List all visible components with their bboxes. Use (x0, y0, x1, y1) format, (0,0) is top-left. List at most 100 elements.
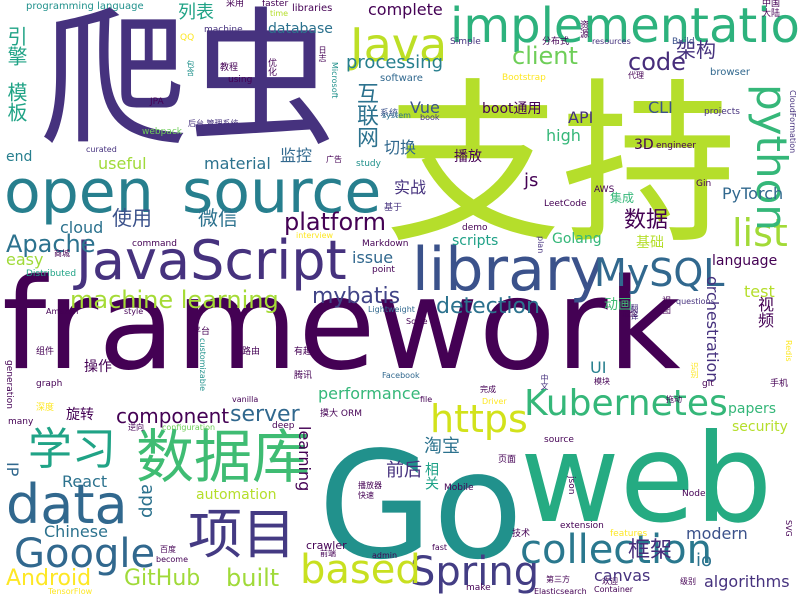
cloud-word: Markdown (362, 239, 409, 249)
cloud-word: Android (6, 566, 92, 591)
cloud-word: Java (350, 18, 448, 72)
cloud-word: 完成 (480, 385, 496, 394)
cloud-word: 后台 管理系统 (188, 119, 239, 128)
cloud-word: study (356, 159, 381, 169)
cloud-word: API (568, 108, 594, 127)
cloud-word: SVG (784, 520, 793, 537)
cloud-word: 3D (634, 137, 654, 153)
cloud-word: faster (262, 0, 289, 9)
cloud-word: component (116, 404, 230, 428)
cloud-word: 视图 (660, 296, 670, 314)
cloud-word: implementation (450, 0, 800, 54)
cloud-word: demo (462, 223, 488, 233)
cloud-word: 广告 (326, 155, 342, 164)
cloud-word: language (712, 253, 778, 269)
cloud-word: security (732, 419, 788, 435)
cloud-word: 微信 (198, 206, 238, 230)
cloud-word: MySQL (594, 251, 725, 295)
cloud-word: 基于 (384, 203, 403, 213)
cloud-word: UI (590, 358, 607, 377)
cloud-word: Distributed (26, 269, 77, 279)
cloud-word: 手机 (770, 379, 789, 389)
cloud-word: client (512, 42, 578, 70)
cloud-word: 模块 (594, 377, 610, 386)
cloud-word: admin (372, 551, 398, 560)
cloud-word: point (372, 265, 395, 275)
cloud-word: 架构 (676, 38, 716, 62)
cloud-word: library (412, 235, 606, 305)
cloud-word: QQ (180, 33, 195, 43)
cloud-word: customizable (198, 338, 207, 392)
cloud-word: many (8, 417, 34, 427)
cloud-word: mybatis (312, 284, 401, 309)
cloud-word: book (420, 113, 440, 122)
cloud-word: file (420, 395, 433, 404)
cloud-word: JPA (150, 97, 164, 107)
cloud-word: 相关 (423, 462, 439, 490)
cloud-word: 翻译 (630, 304, 639, 320)
cloud-word: graph (36, 379, 63, 389)
cloud-word: python (747, 84, 796, 231)
cloud-word: 最全 (622, 309, 638, 318)
cloud-word: easy (6, 250, 44, 269)
cloud-word: resources (592, 37, 631, 46)
cloud-word: Bootstrap (502, 73, 546, 83)
cloud-word: app (137, 484, 158, 518)
cloud-word: test (744, 282, 775, 301)
cloud-word: json (566, 476, 576, 495)
cloud-word: Build (672, 37, 695, 47)
cloud-word: style (124, 307, 144, 316)
cloud-word: GitHub (124, 566, 201, 591)
cloud-word: 引擎 (4, 26, 28, 66)
cloud-word: canvas (594, 566, 651, 585)
cloud-word: 旋转 (66, 407, 94, 423)
cloud-word: list (732, 211, 788, 255)
cloud-word: js (524, 170, 539, 191)
cloud-word: https (430, 397, 528, 441)
cloud-word: git (702, 379, 714, 389)
cloud-word: command (132, 239, 177, 249)
cloud-word: scripts (452, 233, 499, 249)
cloud-word: 页面 (498, 455, 517, 465)
cloud-word: Go (318, 420, 524, 592)
cloud-word: detection (436, 294, 540, 319)
cloud-word: Vue (410, 98, 440, 117)
cloud-word: Chinese (44, 522, 108, 541)
cloud-word: 播放 (454, 149, 482, 165)
cloud-word: io (696, 550, 713, 571)
cloud-word: Golang (552, 231, 602, 247)
cloud-word: 采用 (226, 0, 245, 9)
cloud-word: boot通用 (482, 101, 542, 117)
cloud-word: LeetCode (544, 199, 587, 209)
cloud-word: cloud (60, 218, 104, 237)
cloud-word: 平台 (192, 327, 211, 337)
cloud-word: 基础 (636, 235, 664, 251)
cloud-word: 摸大 ORM (320, 409, 362, 419)
cloud-word: 项目 (188, 503, 296, 566)
cloud-word: Facebook (382, 371, 420, 380)
cloud-word: system (382, 111, 411, 120)
cloud-word: 监控 (280, 146, 313, 165)
cloud-word: machine (204, 25, 243, 35)
cloud-word: interview (296, 231, 334, 240)
cloud-word: Google (14, 531, 156, 577)
cloud-word: Elasticsearch (534, 587, 587, 596)
cloud-word: 优化 (266, 58, 276, 76)
cloud-word: Lightweight (368, 305, 415, 314)
cloud-word: Kubernetes (524, 383, 728, 424)
cloud-word: Spring (410, 549, 540, 595)
cloud-word: 技术 (512, 529, 531, 539)
cloud-word: papers (728, 401, 777, 417)
cloud-word: plan (536, 236, 545, 254)
cloud-word: useful (98, 154, 147, 173)
cloud-word: 资源 (578, 20, 588, 38)
cloud-word: time (270, 9, 289, 18)
cloud-word: 欢迎 (602, 577, 618, 586)
cloud-word: Driver (482, 397, 507, 406)
cloud-word: questions (676, 297, 715, 306)
cloud-word: Simple (450, 37, 481, 47)
cloud-word: built (226, 564, 280, 592)
cloud-word: orchestration (703, 276, 722, 383)
cloud-word: 级别 (680, 577, 696, 586)
cloud-word: 日志 (318, 46, 327, 62)
